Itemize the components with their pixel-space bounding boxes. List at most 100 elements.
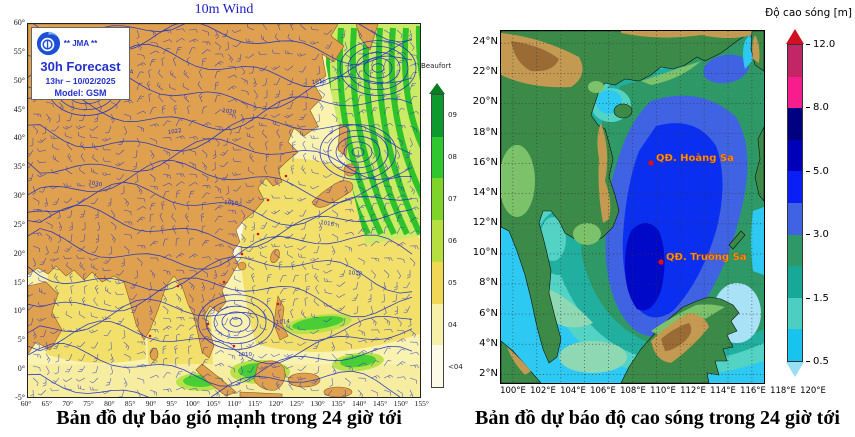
x-tick-label: 118°E [770, 386, 796, 396]
jma-agency-label: ** JMA ** [63, 38, 98, 48]
wave-colorbar-segment [788, 139, 802, 172]
wave-map-y-axis: 24°N 22°N 20°N 18°N 16°N 14°N 12°N 10°N 8°N 6°N 4°… [464, 30, 498, 382]
svg-text:1016: 1016 [312, 79, 327, 86]
beaufort-segment [432, 345, 443, 388]
x-tick-label: 130° [310, 399, 325, 408]
wave-map: QĐ. Hoàng Sa QĐ. Trường Sa [499, 30, 765, 384]
hoang-sa-label: QĐ. Hoàng Sa [656, 152, 734, 164]
truong-sa-marker [658, 259, 664, 265]
x-tick-label: 114°E [710, 386, 736, 396]
y-tick-label: 8°N [479, 277, 498, 289]
y-tick-label: 45° [13, 104, 25, 114]
y-tick-label: 12°N [472, 217, 498, 229]
colorbar-up-arrow-icon [786, 29, 804, 44]
wind4-area [28, 364, 420, 397]
x-tick-label: 90° [145, 399, 157, 408]
x-tick-label: 116°E [740, 386, 766, 396]
beaufort-label: 06 [448, 237, 457, 245]
wave-colorbar-segment [788, 266, 802, 298]
x-tick-label: 100°E [500, 386, 526, 396]
beaufort-segment [432, 136, 443, 179]
beaufort-label: <04 [448, 363, 463, 371]
forecast-valid-time: 13hr – 10/02/2025 [45, 76, 116, 86]
wind-map-x-axis: 60° 65° 70° 75° 80° 85° 90° 95° 100° 105° 110° 115°… [16, 399, 432, 408]
x-tick-label: 60° [20, 399, 32, 408]
wave-colorbar-labels: 12.0 8.0 5.0 3.0 1.5 0.5 [813, 38, 836, 368]
x-tick-label: 75° [83, 399, 94, 408]
y-tick-label: 10°N [472, 247, 498, 259]
wind-map-title: 10m Wind [194, 2, 254, 17]
wind-map: 1024 1020 1016 1018 1014 1030 1012 1022 … [27, 23, 421, 398]
wave-colorbar-segment [788, 108, 802, 140]
y-tick-label: 10° [13, 306, 25, 316]
x-tick-label: 102°E [530, 386, 556, 396]
x-tick-label: 108°E [620, 386, 646, 396]
y-tick-label: 15° [13, 277, 25, 287]
y-tick-label: 14°N [472, 186, 498, 198]
beaufort-label: 05 [448, 279, 457, 287]
y-tick-label: 24°N [472, 36, 498, 47]
y-tick-label: 40° [13, 133, 25, 143]
x-tick-label: 112°E [680, 386, 706, 396]
y-tick-label: 25° [13, 219, 25, 229]
wave-map-art: QĐ. Hoàng Sa QĐ. Trường Sa [499, 30, 765, 384]
svg-text:1014: 1014 [276, 319, 291, 326]
x-tick-label: 120°E [800, 386, 826, 396]
city-markers [148, 174, 288, 348]
x-tick-label: 65° [41, 399, 53, 408]
x-tick-label: 106°E [590, 386, 616, 396]
wave-colorbar-segment [788, 234, 802, 267]
y-tick-label: 2°N [479, 367, 498, 379]
x-tick-label: 140° [352, 399, 367, 408]
x-tick-label: 85° [124, 399, 136, 408]
beaufort-label: 08 [448, 153, 457, 161]
beaufort-segment [432, 95, 443, 137]
beaufort-colorbar [431, 94, 444, 388]
y-tick-label: 6°N [479, 307, 498, 319]
svg-text:1022: 1022 [167, 128, 182, 136]
x-tick-label: 110° [227, 399, 242, 408]
wind-map-y-axis: 60° 55° 50° 45° 40° 35° 30° 25° 20° 15° 10° 5° 0° -5° [2, 18, 25, 402]
svg-text:1020: 1020 [222, 108, 237, 116]
x-tick-label: 100° [185, 399, 200, 408]
y-tick-label: 50° [13, 75, 25, 85]
beaufort-segment [432, 261, 443, 304]
beaufort-labels: 09 08 07 06 05 04 <04 [448, 94, 463, 388]
beaufort-label: 04 [448, 321, 457, 329]
beaufort-segment [432, 220, 443, 262]
map-grid [501, 31, 764, 383]
beaufort-label: 07 [448, 195, 457, 203]
wave-colorbar-segment [788, 202, 802, 235]
svg-text:1018: 1018 [224, 200, 239, 207]
x-tick-label: 125° [289, 399, 304, 408]
beaufort-segment [432, 178, 443, 221]
svg-text:1010: 1010 [238, 352, 252, 358]
y-tick-label: 20°N [472, 96, 498, 108]
beaufort-label: 09 [448, 111, 457, 119]
hoang-sa-marker [648, 160, 654, 166]
forecast-model-label: Model: GSM [54, 88, 107, 98]
wave-colorbar [787, 44, 803, 362]
y-tick-label: 60° [13, 18, 25, 27]
wave-colorbar-segment [788, 76, 802, 109]
x-tick-label: 120° [268, 399, 284, 408]
x-tick-label: 145° [372, 399, 388, 408]
x-tick-label: 115° [248, 399, 263, 408]
y-tick-label: 16°N [472, 156, 498, 168]
x-tick-label: 105° [206, 399, 221, 408]
svg-text:1030: 1030 [88, 180, 103, 188]
x-tick-label: 80° [104, 399, 115, 408]
x-tick-label: 95° [166, 399, 178, 408]
y-tick-label: -5° [15, 392, 25, 402]
wind-map-art: 1024 1020 1016 1018 1014 1030 1012 1022 … [28, 24, 420, 397]
wave-map-caption: Bản đồ dự báo độ cao sóng trong 24 giờ t… [475, 407, 840, 429]
x-tick-label: 70° [62, 399, 73, 408]
y-tick-label: 30° [13, 191, 25, 201]
archipelago-labels: QĐ. Hoàng Sa QĐ. Trường Sa [648, 152, 747, 265]
x-tick-label: 155° [414, 399, 429, 408]
wave-colorbar-title: Độ cao sóng [m] [765, 7, 852, 19]
wave-colorbar-segment [788, 45, 802, 77]
x-tick-label: 110°E [650, 386, 676, 396]
jma-logo-icon [36, 31, 61, 56]
